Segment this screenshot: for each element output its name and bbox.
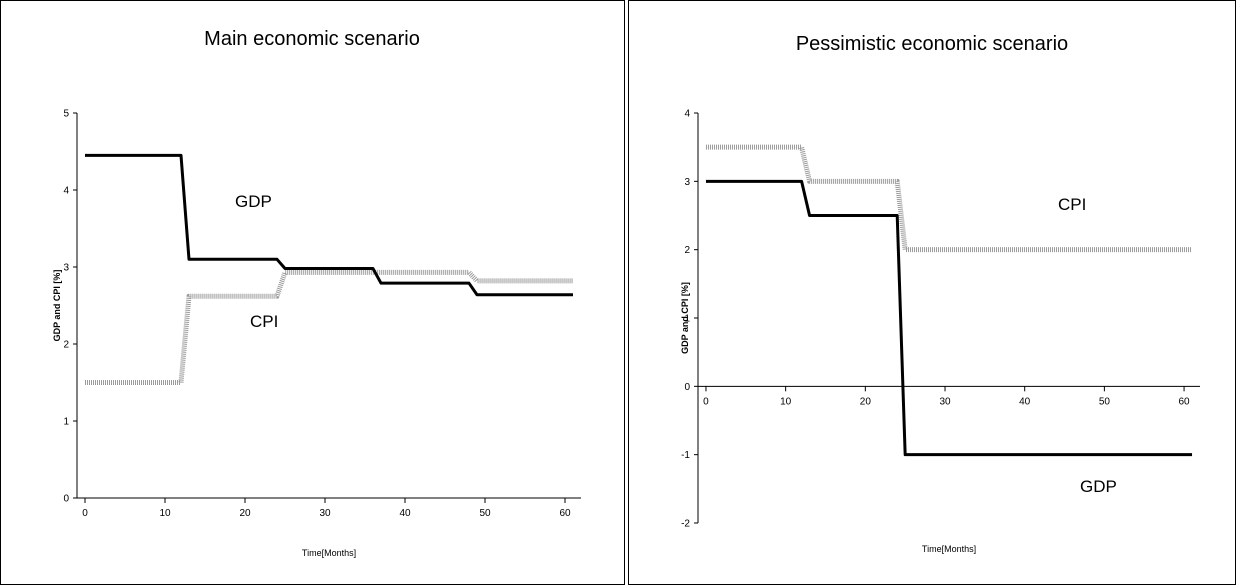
x-tick-label: 10 [159,508,171,519]
y-tick-label: 0 [684,382,690,393]
series-line [85,269,573,385]
y-tick-label: 5 [63,109,69,120]
x-axis-label: Time[Months] [922,544,976,554]
x-tick-label: 0 [82,508,88,519]
y-tick-label: -1 [681,450,690,461]
annotation: CPI [250,312,278,331]
annotation: CPI [1058,195,1086,214]
chart-title: Main economic scenario [204,28,420,50]
y-tick-label: 2 [684,245,690,256]
y-tick-label: -2 [681,519,690,530]
y-tick-label: 1 [63,417,69,428]
chart-title: Pessimistic economic scenario [796,33,1068,55]
x-axis-label: Time[Months] [302,548,356,558]
x-tick-label: 40 [399,508,411,519]
y-axis-label: GDP and CPI [%] [680,282,690,354]
x-tick-label: 50 [1099,396,1111,407]
y-tick-label: 3 [684,177,690,188]
x-tick-label: 20 [239,508,251,519]
annotation: GDP [235,192,272,211]
x-tick-label: 60 [1179,396,1191,407]
y-tick-label: 1 [684,314,690,325]
panel-border [0,0,625,585]
series-line [705,179,1193,457]
panel-border [628,0,1236,585]
series-line [705,144,1193,253]
y-tick-label: 4 [63,186,69,197]
y-tick-label: 2 [63,340,69,351]
x-tick-label: 0 [703,396,709,407]
y-tick-label: 4 [684,109,690,120]
y-tick-label: 3 [63,263,69,274]
x-tick-label: 10 [780,396,792,407]
x-tick-label: 30 [939,396,951,407]
x-tick-label: 30 [319,508,331,519]
y-tick-label: 0 [63,494,69,505]
x-tick-label: 60 [559,508,571,519]
y-axis-label: GDP and CPI [%] [52,270,62,342]
x-tick-label: 20 [860,396,872,407]
x-tick-label: 40 [1019,396,1031,407]
annotation: GDP [1080,477,1117,496]
series-line [85,153,573,297]
x-tick-label: 50 [479,508,491,519]
